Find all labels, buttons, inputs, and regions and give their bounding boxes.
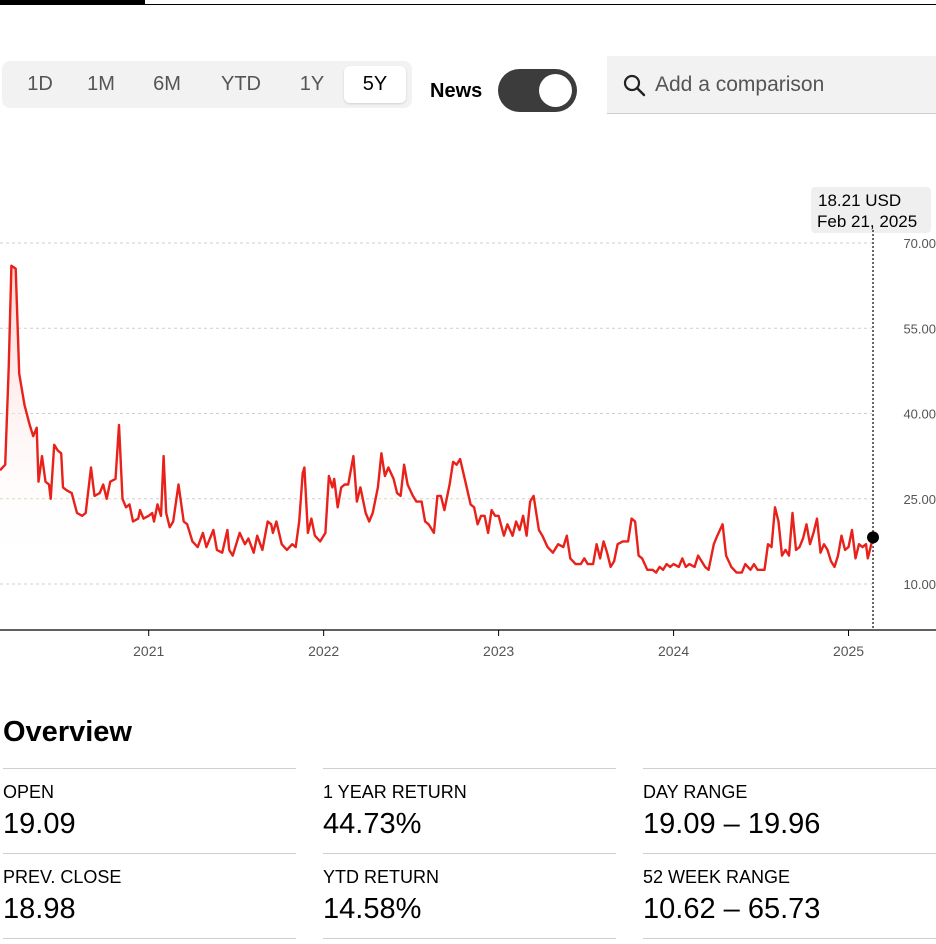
stat-day-range: DAY RANGE 19.09 – 19.96 bbox=[643, 768, 936, 853]
toggle-knob bbox=[539, 74, 572, 107]
price-marker-dot bbox=[867, 531, 880, 544]
stat-divider bbox=[323, 938, 616, 939]
stat-1-year-return: 1 YEAR RETURN 44.73% bbox=[323, 768, 616, 853]
y-tick-label: 40.00 bbox=[903, 407, 936, 422]
comparison-search-input[interactable] bbox=[655, 70, 925, 100]
stat-divider bbox=[3, 938, 296, 939]
y-tick-label: 25.00 bbox=[903, 492, 936, 507]
range-button-5y[interactable]: 5Y bbox=[344, 66, 406, 103]
stat-label: PREV. CLOSE bbox=[3, 867, 122, 887]
stat-value: 14.58% bbox=[323, 893, 422, 925]
range-button-1d[interactable]: 1D bbox=[27, 73, 53, 95]
price-line bbox=[0, 264, 875, 574]
range-button-6m[interactable]: 6M bbox=[153, 73, 181, 95]
range-button-ytd[interactable]: YTD bbox=[221, 73, 261, 95]
y-tick-label: 55.00 bbox=[903, 321, 936, 336]
stat-ytd-return: YTD RETURN 14.58% bbox=[323, 853, 616, 938]
news-toggle-label: News bbox=[430, 80, 483, 102]
stat-52-week-range: 52 WEEK RANGE 10.62 – 65.73 bbox=[643, 853, 936, 938]
time-range-selector: 1D 1M 6M YTD 1Y 5Y bbox=[2, 61, 412, 108]
x-tick-label: 2021 bbox=[133, 643, 164, 659]
top-tab-indicator bbox=[0, 0, 936, 6]
stat-value: 18.98 bbox=[3, 893, 76, 925]
news-toggle[interactable] bbox=[498, 69, 577, 112]
range-button-1y[interactable]: 1Y bbox=[299, 73, 325, 95]
stat-value: 44.73% bbox=[323, 808, 422, 840]
tab-divider bbox=[145, 4, 936, 5]
tooltip-date: Feb 21, 2025 bbox=[817, 212, 918, 231]
stat-label: 52 WEEK RANGE bbox=[643, 867, 791, 887]
stat-label: OPEN bbox=[3, 782, 55, 802]
y-tick-label: 70.00 bbox=[903, 236, 936, 251]
stat-label: 1 YEAR RETURN bbox=[323, 782, 467, 802]
price-tooltip: 18.21 USD Feb 21, 2025 bbox=[811, 187, 931, 233]
comparison-search-box bbox=[607, 56, 936, 114]
stat-open: OPEN 19.09 bbox=[3, 768, 296, 853]
overview-heading: Overview bbox=[3, 716, 132, 748]
stat-value: 19.09 – 19.96 bbox=[643, 808, 821, 840]
search-icon bbox=[623, 74, 646, 97]
y-tick-label: 10.00 bbox=[903, 577, 936, 592]
x-tick-label: 2024 bbox=[658, 643, 689, 659]
tooltip-price: 18.21 USD bbox=[818, 191, 902, 210]
stat-value: 10.62 – 65.73 bbox=[643, 893, 821, 925]
x-tick-label: 2023 bbox=[483, 643, 514, 659]
stat-divider bbox=[643, 938, 936, 939]
active-tab-underline bbox=[0, 0, 145, 5]
stat-label: YTD RETURN bbox=[323, 867, 439, 887]
stat-prev-close: PREV. CLOSE 18.98 bbox=[3, 853, 296, 938]
stat-label: DAY RANGE bbox=[643, 782, 748, 802]
price-chart[interactable]: 70.00 55.00 40.00 25.00 10.00 2021 2022 2023 20… bbox=[0, 230, 936, 670]
stat-value: 19.09 bbox=[3, 808, 76, 840]
x-tick-label: 2022 bbox=[308, 643, 339, 659]
price-area-fill bbox=[0, 265, 873, 573]
x-tick-label: 2025 bbox=[833, 643, 864, 659]
range-button-1m[interactable]: 1M bbox=[87, 73, 115, 95]
